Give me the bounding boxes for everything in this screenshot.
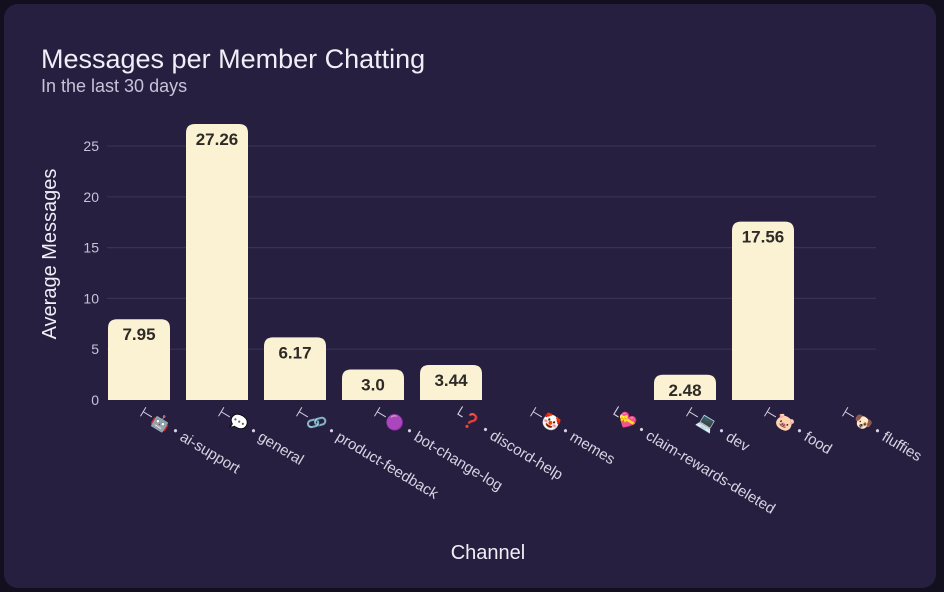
category-name: ・ai-support — [164, 421, 244, 478]
bar-value-label: 17.56 — [742, 228, 785, 247]
bar-value-label: 2.48 — [668, 381, 701, 400]
svg-text:⊢💻・dev: ⊢💻・dev — [683, 404, 753, 455]
bars — [108, 124, 794, 400]
bar-value-label: 7.95 — [122, 325, 155, 344]
chart-card: Messages per Member Chatting In the last… — [4, 4, 936, 588]
y-tick-label: 15 — [83, 240, 99, 256]
category-name: ・fluffies — [866, 421, 925, 465]
bar-chart: 0 5 10 15 20 25 7.95 27.26 6.17 3.0 3.44 2.48 17.56… — [39, 124, 925, 564]
y-tick-label: 20 — [83, 189, 99, 205]
y-tick-label: 5 — [91, 341, 99, 357]
x-category-label: ⊢🟣・bot-change-log — [371, 403, 506, 494]
bar-value-label: 3.44 — [434, 371, 468, 390]
y-axis-ticks: 0 5 10 15 20 25 — [83, 138, 99, 408]
y-tick-label: 0 — [91, 392, 99, 408]
bar-value-label: 27.26 — [196, 130, 239, 149]
category-name: ・memes — [554, 421, 618, 469]
bar[interactable] — [264, 337, 326, 400]
bar[interactable] — [420, 365, 482, 400]
x-axis-title: Channel — [451, 542, 526, 564]
bar[interactable] — [108, 319, 170, 400]
svg-text:⊢🐶・fluffies: ⊢🐶・fluffies — [839, 404, 925, 465]
bar[interactable] — [186, 124, 248, 400]
bar-value-label: 3.0 — [361, 376, 385, 395]
chart-title: Messages per Member Chatting — [41, 44, 426, 74]
svg-text:⊢🟣・bot-change-log: ⊢🟣・bot-change-log — [371, 403, 506, 494]
x-category-label: ⊢🐷・food — [761, 404, 835, 458]
bar-value-labels: 7.95 27.26 6.17 3.0 3.44 2.48 17.56 — [122, 130, 784, 400]
y-tick-label: 25 — [83, 138, 99, 154]
x-category-label: ⊢🔗・product-feedback — [293, 403, 443, 503]
category-name: ・food — [788, 421, 835, 458]
svg-text:⊢🐷・food: ⊢🐷・food — [761, 404, 835, 458]
bar[interactable] — [732, 221, 794, 400]
x-axis-categories: ⊢🤖・ai-support⊢💬・general⊢🔗・product-feedba… — [137, 403, 925, 517]
y-axis-title: Average Messages — [39, 169, 61, 340]
x-category-label: ⊢🐶・fluffies — [839, 404, 925, 465]
category-name: ・claim-rewards-deleted — [630, 419, 778, 517]
bar[interactable] — [654, 374, 716, 400]
category-name: ・general — [242, 421, 307, 469]
svg-text:⊢🔗・product-feedback: ⊢🔗・product-feedback — [293, 403, 443, 503]
bar[interactable] — [342, 369, 404, 400]
bar-value-label: 6.17 — [278, 343, 311, 362]
chart-subtitle: In the last 30 days — [41, 76, 188, 96]
category-name: ・dev — [710, 421, 753, 456]
x-category-label: ⊢💻・dev — [683, 404, 753, 455]
y-tick-label: 10 — [83, 290, 99, 306]
